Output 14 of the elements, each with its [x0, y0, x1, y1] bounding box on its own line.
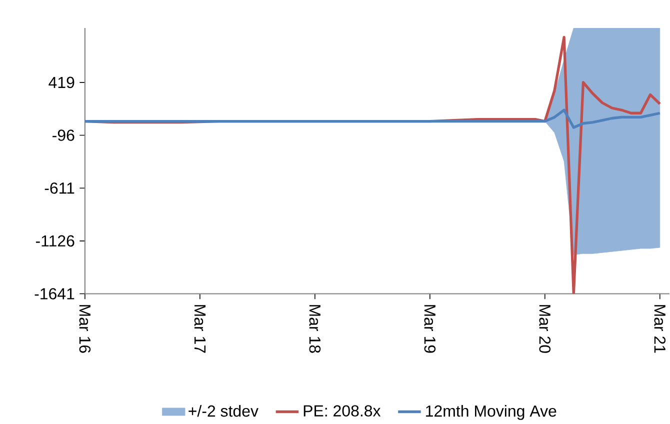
legend-label: PE: 208.8x	[304, 405, 381, 417]
x-tick-label: Mar 20	[539, 305, 551, 353]
y-tick-label: 419	[48, 76, 74, 88]
x-tick-label: Mar 21	[654, 305, 666, 353]
x-tick-label: Mar 18	[309, 305, 321, 353]
x-tick-label: Mar 16	[79, 305, 91, 353]
y-tick-label: -1126	[36, 235, 74, 247]
x-tick-label: Mar 19	[424, 305, 436, 353]
y-tick-label: -1641	[34, 288, 74, 300]
x-tick-label: Mar 17	[194, 305, 206, 353]
legend-label: 12mth Moving Ave	[426, 405, 556, 420]
y-tick-label: -611	[44, 182, 74, 194]
legend-label: +/-2 stdev	[188, 405, 258, 417]
y-tick-label: -96	[52, 130, 74, 141]
